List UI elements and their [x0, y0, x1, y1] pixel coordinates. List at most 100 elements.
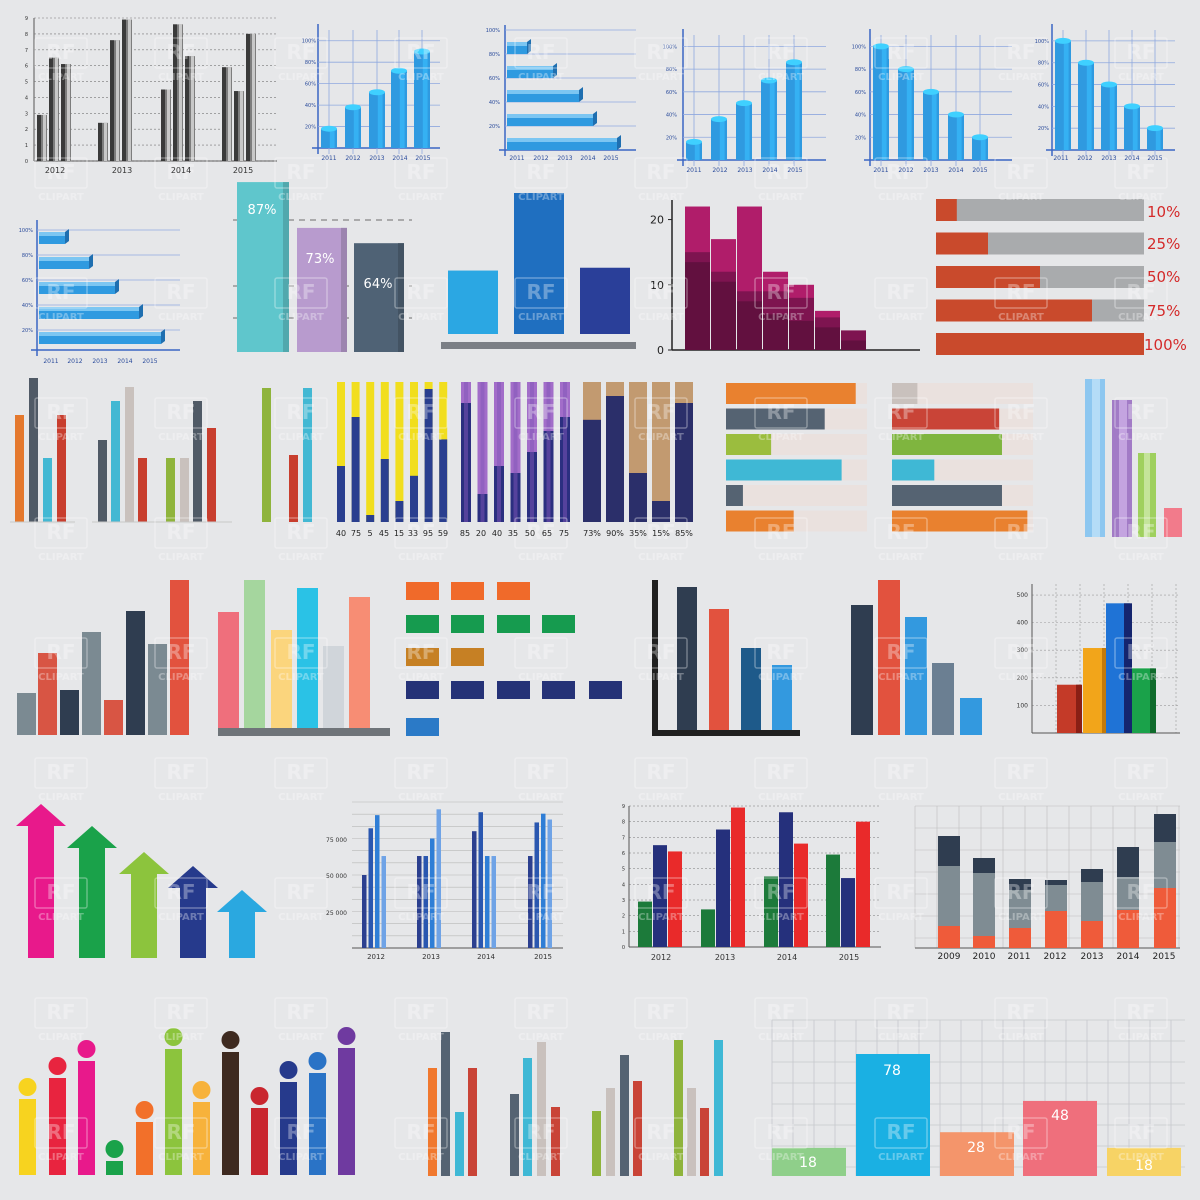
- tick-label: 2015: [534, 953, 552, 961]
- watermark-text: CLIPART: [878, 552, 924, 563]
- watermark: RF CLIPART: [394, 637, 448, 683]
- watermark-frame: [154, 397, 208, 429]
- bar-cap: [345, 104, 361, 111]
- tick-label: 8: [25, 32, 28, 38]
- watermark: RF CLIPART: [874, 277, 928, 323]
- watermark-text: CLIPART: [1118, 312, 1164, 323]
- bar: [714, 1040, 723, 1176]
- watermark-frame: [1114, 877, 1168, 909]
- tick-label: 2014: [580, 155, 595, 162]
- watermark-text: RF: [526, 880, 555, 904]
- tick-label: 0: [622, 945, 625, 951]
- tick-label: 5: [367, 529, 372, 538]
- tick-label: 2014: [171, 166, 191, 175]
- tick-label: 40: [492, 529, 502, 538]
- tick-label: 35: [508, 529, 518, 538]
- watermark-text: RF: [766, 520, 795, 544]
- bar-cap: [337, 1027, 356, 1045]
- chart-gray-3d-grouped: 0 1 2 3 4 5 6 7 8 9: [25, 16, 277, 165]
- watermark-frame: [514, 397, 568, 429]
- watermark-frame: [514, 277, 568, 309]
- bar-side: [553, 63, 557, 78]
- chart-dark-axis-bars: [652, 580, 800, 736]
- bar-highlight: [128, 19, 131, 162]
- bar: [303, 388, 312, 522]
- bar: [417, 856, 422, 948]
- watermark: RF CLIPART: [874, 517, 928, 563]
- tick-label: 33: [408, 529, 418, 538]
- tick-label: 2: [25, 127, 28, 133]
- tick-label: 2014: [948, 167, 963, 174]
- tick-label: 5: [25, 80, 28, 86]
- tick-label: 80%: [305, 60, 316, 66]
- tick-label: 2015: [603, 155, 618, 162]
- bar-cap: [250, 1087, 269, 1105]
- chart-blue-3d-cols-rising: 20% 40% 60% 80% 100%: [302, 24, 440, 154]
- bar-segment: [1045, 911, 1067, 948]
- watermark-frame: [394, 637, 448, 669]
- watermark-frame: [994, 517, 1048, 549]
- bar: [362, 875, 367, 948]
- watermark-text: RF: [526, 640, 555, 664]
- tick-label: 2015: [839, 953, 859, 962]
- watermark-text: RF: [1126, 160, 1155, 184]
- watermark-frame: [874, 277, 928, 309]
- tick-label: 95: [423, 529, 433, 538]
- bar: [207, 428, 216, 522]
- bar: [251, 1108, 268, 1175]
- baseline: [218, 728, 390, 736]
- chart-block-rows: [406, 582, 622, 736]
- bar: [185, 56, 195, 162]
- watermark-text: CLIPART: [278, 672, 324, 683]
- watermark: RF CLIPART: [34, 637, 88, 683]
- tick-label: 2009: [938, 952, 961, 962]
- data-label: 73%: [306, 252, 335, 267]
- watermark-frame: [154, 157, 208, 189]
- tick-label: 5: [622, 867, 625, 873]
- tick-label: 4: [622, 882, 625, 888]
- watermark-frame: [754, 517, 808, 549]
- bar: [633, 1081, 642, 1176]
- tick-label: 9: [25, 16, 28, 22]
- watermark: RF CLIPART: [754, 637, 808, 683]
- watermark: RF CLIPART: [1114, 517, 1168, 563]
- watermark: RF CLIPART: [634, 157, 688, 203]
- bar: [345, 107, 361, 148]
- watermark-text: CLIPART: [38, 312, 84, 323]
- watermark: RF CLIPART: [994, 517, 1048, 563]
- watermark-text: RF: [1006, 640, 1035, 664]
- watermark-frame: [154, 517, 208, 549]
- watermark-text: CLIPART: [278, 1152, 324, 1163]
- tick-label: 73%: [583, 529, 601, 538]
- tick-label: 4: [25, 95, 28, 101]
- watermark: RF CLIPART: [514, 757, 568, 803]
- bar: [685, 262, 710, 350]
- bar-segment: [1117, 877, 1139, 910]
- watermark-frame: [274, 397, 328, 429]
- watermark-text: RF: [1006, 520, 1035, 544]
- watermark-text: CLIPART: [998, 312, 1044, 323]
- tick-label: 2012: [533, 155, 548, 162]
- bar: [701, 909, 715, 947]
- bar: [441, 1032, 450, 1176]
- bar: [280, 1082, 297, 1175]
- watermark-text: RF: [526, 400, 555, 424]
- chart-magenta-histogram: 0 10 20: [650, 200, 920, 357]
- watermark: RF CLIPART: [994, 757, 1048, 803]
- watermark: RF CLIPART: [154, 277, 208, 323]
- tick-label: 2012: [45, 166, 65, 175]
- watermark-frame: [994, 37, 1048, 69]
- watermark-text: CLIPART: [878, 792, 924, 803]
- bar-cap: [1101, 81, 1117, 88]
- watermark: RF CLIPART: [514, 517, 568, 563]
- data-label: 18: [799, 1155, 817, 1171]
- bar: [351, 417, 360, 522]
- watermark-frame: [754, 1117, 808, 1149]
- bar-highlight: [104, 122, 107, 161]
- bar-side: [341, 227, 347, 352]
- watermark: RF CLIPART: [754, 1117, 808, 1163]
- chart-blue-3d-hbars-b: 20% 40% 60% 80% 100%: [19, 220, 180, 356]
- tick-label: 100%: [663, 44, 678, 50]
- bar-track: [380, 382, 389, 522]
- bar: [165, 1049, 182, 1175]
